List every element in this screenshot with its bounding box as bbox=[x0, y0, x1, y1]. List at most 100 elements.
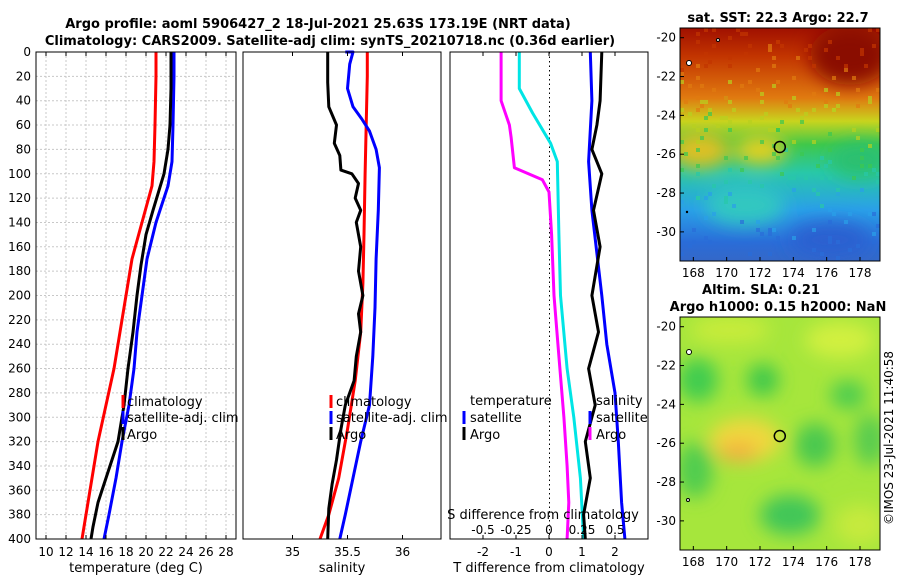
salinity-axes-frame bbox=[242, 51, 442, 540]
xtick-label: 20 bbox=[138, 545, 153, 559]
salinity-xticks: 35 35.5 36 bbox=[285, 52, 410, 559]
sst-pixel bbox=[684, 152, 688, 156]
sst-pixel bbox=[744, 156, 748, 160]
ytick-label: 80 bbox=[16, 142, 31, 156]
sst-pixel bbox=[872, 232, 876, 236]
sst-pixel bbox=[692, 228, 696, 232]
sst-pixel bbox=[836, 256, 840, 260]
series-line-argo bbox=[582, 51, 604, 540]
sst-pixel bbox=[852, 128, 856, 132]
xtick-label: 1 bbox=[578, 545, 586, 559]
title-line2: Climatology: CARS2009. Satellite-adj cli… bbox=[45, 34, 615, 49]
temperature-xlabel: temperature (deg C) bbox=[69, 561, 203, 576]
sst-pixel bbox=[824, 164, 828, 168]
sst-pixel bbox=[812, 92, 816, 96]
sst-pixel bbox=[824, 104, 828, 108]
sst-pixel bbox=[760, 116, 764, 120]
legend-argo: Argo bbox=[470, 428, 500, 443]
sst-pixel bbox=[876, 128, 880, 132]
sst-warm-patch bbox=[810, 28, 880, 85]
sst-pixel bbox=[860, 164, 864, 168]
island bbox=[685, 210, 689, 214]
ytick-label: 240 bbox=[8, 337, 31, 351]
sst-pixel bbox=[760, 92, 764, 96]
sst-pixel bbox=[760, 232, 764, 236]
sst-pixel bbox=[768, 128, 772, 132]
sst-pixel bbox=[708, 108, 712, 112]
ytick-label: 300 bbox=[8, 410, 31, 424]
sst-pixel bbox=[828, 132, 832, 136]
xtick-label: 0 bbox=[545, 545, 553, 559]
sst-pixel bbox=[704, 128, 708, 132]
map-xtick-label: 170 bbox=[715, 266, 738, 280]
sst-pixel bbox=[824, 88, 828, 92]
imos-credit: ©IMOS 23-Jul-2021 11:40:58 bbox=[882, 351, 896, 525]
map-ytick-label: -26 bbox=[656, 436, 676, 450]
sst-pixel bbox=[680, 72, 684, 76]
xtick2-label: 0 bbox=[545, 523, 553, 537]
xtick-label: 16 bbox=[98, 545, 113, 559]
xtick-label: 2 bbox=[611, 545, 619, 559]
sla-heatmap bbox=[680, 317, 880, 550]
sst-pixel bbox=[796, 56, 800, 60]
sst-pixel bbox=[772, 84, 776, 88]
xtick-label: 22 bbox=[158, 545, 173, 559]
map-xtick-label: 174 bbox=[782, 555, 805, 569]
sst-pixel bbox=[832, 108, 836, 112]
ytick-label: 100 bbox=[8, 167, 31, 181]
map-ytick-label: -28 bbox=[656, 186, 676, 200]
sst-pixel bbox=[828, 236, 832, 240]
ytick-label: 280 bbox=[8, 386, 31, 400]
sst-pixel bbox=[728, 100, 732, 104]
xtick-label: -2 bbox=[477, 545, 489, 559]
sst-pixel bbox=[872, 240, 876, 244]
ytick-label: 60 bbox=[16, 118, 31, 132]
map-xtick-label: 172 bbox=[749, 266, 772, 280]
series-line-satellite bbox=[587, 51, 627, 540]
sla-low-blob bbox=[747, 364, 779, 396]
sst-pixel bbox=[836, 104, 840, 108]
sst-pixel bbox=[708, 60, 712, 64]
sst-pixel bbox=[704, 236, 708, 240]
xtick-label: 24 bbox=[178, 545, 193, 559]
sst-pixel bbox=[792, 76, 796, 80]
island bbox=[716, 38, 720, 42]
sst-pixel bbox=[828, 240, 832, 244]
ytick-label: 340 bbox=[8, 459, 31, 473]
sst-pixel bbox=[748, 252, 752, 256]
series-line-climatology bbox=[318, 52, 369, 540]
sst-pixel bbox=[748, 120, 752, 124]
ytick-label: 260 bbox=[8, 362, 31, 376]
ytick-label: 0 bbox=[23, 45, 31, 59]
island bbox=[686, 60, 692, 66]
map-ytick-label: -28 bbox=[656, 475, 676, 489]
sla-low-blob bbox=[680, 358, 718, 402]
ytick-label: 160 bbox=[8, 240, 31, 254]
island bbox=[686, 349, 692, 355]
legend-climatology: climatology bbox=[336, 395, 412, 410]
sla-low-blob bbox=[760, 495, 820, 535]
sst-pixel bbox=[684, 100, 688, 104]
sst-pixel bbox=[760, 184, 764, 188]
sst-pixel bbox=[832, 212, 836, 216]
sst-pixel bbox=[772, 128, 776, 132]
sst-pixel bbox=[704, 216, 708, 220]
sst-pixel bbox=[712, 88, 716, 92]
sla-low-blob bbox=[680, 442, 713, 498]
sla-blob bbox=[805, 322, 875, 358]
sst-pixel bbox=[760, 100, 764, 104]
ytick-label: 400 bbox=[8, 532, 31, 546]
sst-pixel bbox=[680, 80, 684, 84]
difference-panel: -2 -1 0 1 2 -0.5 -0.25 0 0.25 0.5 S difference f… bbox=[447, 51, 649, 576]
sst-pixel bbox=[864, 172, 868, 176]
sst-pixel bbox=[696, 108, 700, 112]
sst-pixel bbox=[876, 180, 880, 184]
sst-pixel bbox=[740, 220, 744, 224]
sst-pixel bbox=[688, 112, 692, 116]
legend-temperature: temperature bbox=[470, 394, 552, 409]
series-line-satellite-adj-clim bbox=[338, 50, 381, 540]
sst-pixel bbox=[704, 196, 708, 200]
sst-pixel bbox=[860, 188, 864, 192]
sst-pixel bbox=[860, 48, 864, 52]
legend-argo: Argo bbox=[127, 428, 157, 443]
